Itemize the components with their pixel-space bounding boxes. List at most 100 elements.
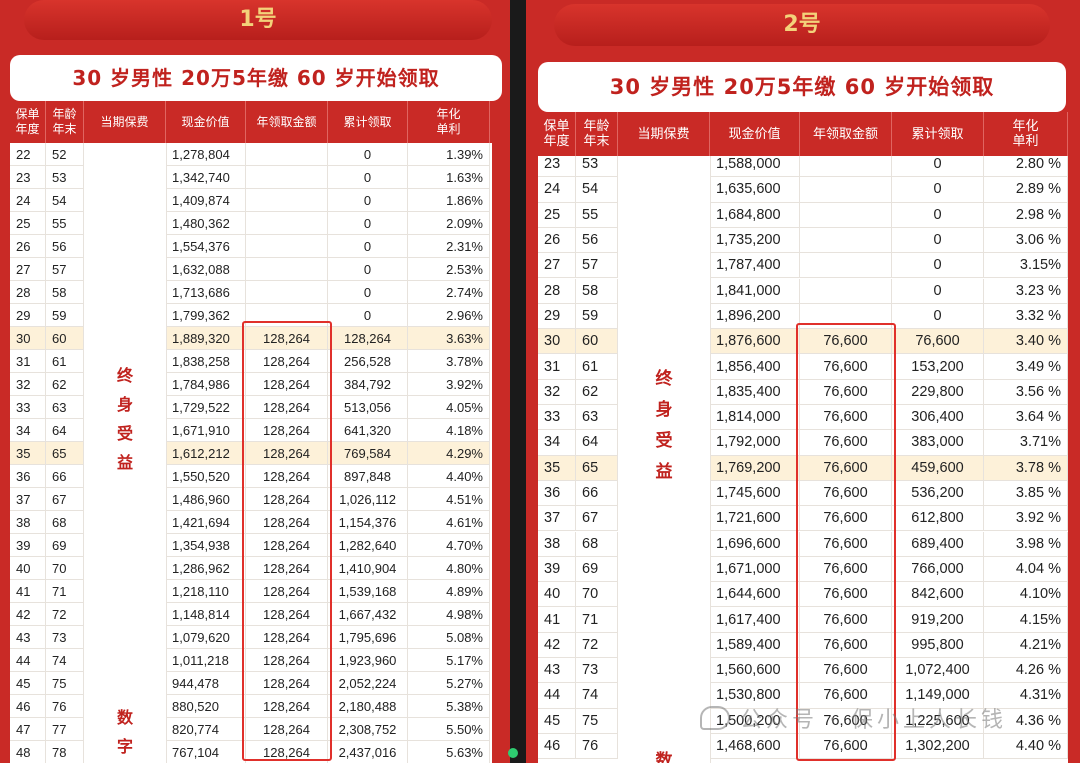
annual-payout-cell: 128,264 [246,672,328,694]
cumulative-payout-cell: 536,200 [892,480,984,506]
cash-value-cell: 1,644,600 [710,582,800,607]
cash-value-cell: 1,889,320 [166,327,246,349]
cash-value-cell: 1,342,740 [166,166,246,188]
annual-payout-cell [800,303,892,329]
table-row: 45 75 1,500,200 76,600 1,225,600 4.36 % [538,708,1068,734]
cumulative-payout-cell: 1,072,400 [892,658,984,683]
table-row: 34 64 1,792,000 76,600 383,000 3.71% [538,430,1068,456]
column-header: 年领取金额 [800,112,892,156]
policy-year-cell: 27 [538,253,576,278]
age-cell: 71 [576,607,618,632]
cumulative-payout-cell: 459,600 [892,455,984,480]
policy-year-cell: 47 [10,718,46,740]
cumulative-payout-cell: 766,000 [892,556,984,582]
vertical-label-char: 益 [655,462,673,482]
vertical-label-char: 身 [655,400,673,420]
cash-value-cell: 1,841,000 [710,278,800,303]
table-row: 37 67 1,721,600 76,600 612,800 3.92 % [538,506,1068,532]
digital-label: 数字 [117,703,133,761]
annual-payout-cell: 76,600 [800,607,892,632]
cash-value-cell: 1,835,400 [710,379,800,404]
annual-payout-cell [800,253,892,278]
age-cell: 56 [46,235,84,257]
annual-rate-cell: 2.31% [408,235,490,257]
annual-rate-cell: 3.64 % [984,405,1068,430]
policy-year-cell: 38 [538,531,576,556]
cash-value-cell: 1,409,874 [166,189,246,211]
policy-year-cell: 44 [538,683,576,708]
annual-payout-cell: 128,264 [246,741,328,763]
cumulative-payout-cell: 2,437,016 [328,741,408,763]
cumulative-payout-cell: 1,795,696 [328,626,408,648]
annual-rate-cell: 1.39% [408,143,490,165]
table-row: 26 56 1,735,200 0 3.06 % [538,227,1068,254]
cumulative-payout-cell: 1,302,200 [892,733,984,759]
annual-payout-cell: 128,264 [246,350,328,372]
table-row: 28 58 1,841,000 0 3.23 % [538,278,1068,304]
cumulative-payout-cell: 919,200 [892,607,984,632]
age-cell: 70 [46,557,84,579]
policy-year-cell: 22 [10,143,46,165]
annual-payout-cell [800,227,892,253]
cumulative-payout-cell: 897,848 [328,465,408,487]
cumulative-payout-cell: 995,800 [892,632,984,657]
cash-value-cell: 1,799,362 [166,304,246,326]
annual-payout-cell [246,235,328,257]
cash-value-cell: 1,530,800 [710,683,800,708]
age-cell: 67 [46,488,84,510]
annual-rate-cell: 3.92 % [984,506,1068,531]
annual-rate-cell: 2.96% [408,304,490,326]
policy-year-cell: 46 [538,733,576,759]
cumulative-payout-cell: 0 [328,212,408,234]
cash-value-cell: 1,480,362 [166,212,246,234]
cumulative-payout-cell: 0 [892,278,984,303]
cumulative-payout-cell: 0 [328,143,408,165]
policy-year-cell: 42 [10,603,46,625]
annual-payout-cell: 128,264 [246,649,328,671]
cash-value-cell: 1,354,938 [166,534,246,556]
cash-value-cell: 1,500,200 [710,708,800,733]
panel-divider [510,0,526,763]
cumulative-payout-cell: 0 [892,202,984,227]
column-header: 累计领取 [328,101,408,143]
cash-value-cell: 1,588,000 [710,156,800,177]
policy-year-cell: 23 [538,156,576,177]
age-cell: 78 [46,741,84,763]
cumulative-payout-cell: 306,400 [892,405,984,430]
cash-value-cell: 1,560,600 [710,658,800,683]
cash-value-cell: 944,478 [166,672,246,694]
cumulative-payout-cell: 1,410,904 [328,557,408,579]
table-row: 23 53 1,588,000 0 2.80 % [538,156,1068,178]
plan-1-panel: 1号 30 岁男性 20万5年缴 60 岁开始领取 保单 年度 年龄 年末 当期保费… [0,0,510,763]
age-cell: 57 [46,258,84,280]
policy-year-cell: 43 [538,658,576,683]
plan-1-subtitle: 30 岁男性 20万5年缴 60 岁开始领取 [10,55,502,101]
lifetime-benefit-label: 终身受益 [656,364,673,488]
cash-value-cell: 1,617,400 [710,607,800,632]
policy-year-cell: 45 [538,708,576,733]
policy-year-cell: 48 [10,741,46,763]
table-row: 48 78 767,104 128,264 2,437,016 5.63% [10,741,490,763]
cash-value-cell: 1,814,000 [710,405,800,430]
cash-value-cell: 1,286,962 [166,557,246,579]
table-row: 29 59 1,799,362 0 2.96% [10,304,490,327]
annual-rate-cell: 4.80% [408,557,490,579]
column-header: 年领取金额 [246,101,328,143]
age-cell: 70 [576,582,618,607]
cumulative-payout-cell: 153,200 [892,354,984,379]
column-header: 年化 单利 [408,101,490,143]
column-header: 当期保费 [618,112,710,156]
cumulative-payout-cell: 612,800 [892,506,984,531]
policy-year-cell: 32 [10,373,46,395]
column-header: 保单 年度 [538,112,576,156]
annual-rate-cell: 4.89% [408,580,490,602]
age-cell: 75 [46,672,84,694]
age-cell: 64 [576,430,618,455]
cash-value-cell: 1,550,520 [166,465,246,487]
age-cell: 71 [46,580,84,602]
annual-payout-cell: 76,600 [800,582,892,607]
age-cell: 73 [46,626,84,648]
age-cell: 60 [576,329,618,354]
vertical-label-char: 字 [116,737,133,756]
table-row: 26 56 1,554,376 0 2.31% [10,235,490,258]
